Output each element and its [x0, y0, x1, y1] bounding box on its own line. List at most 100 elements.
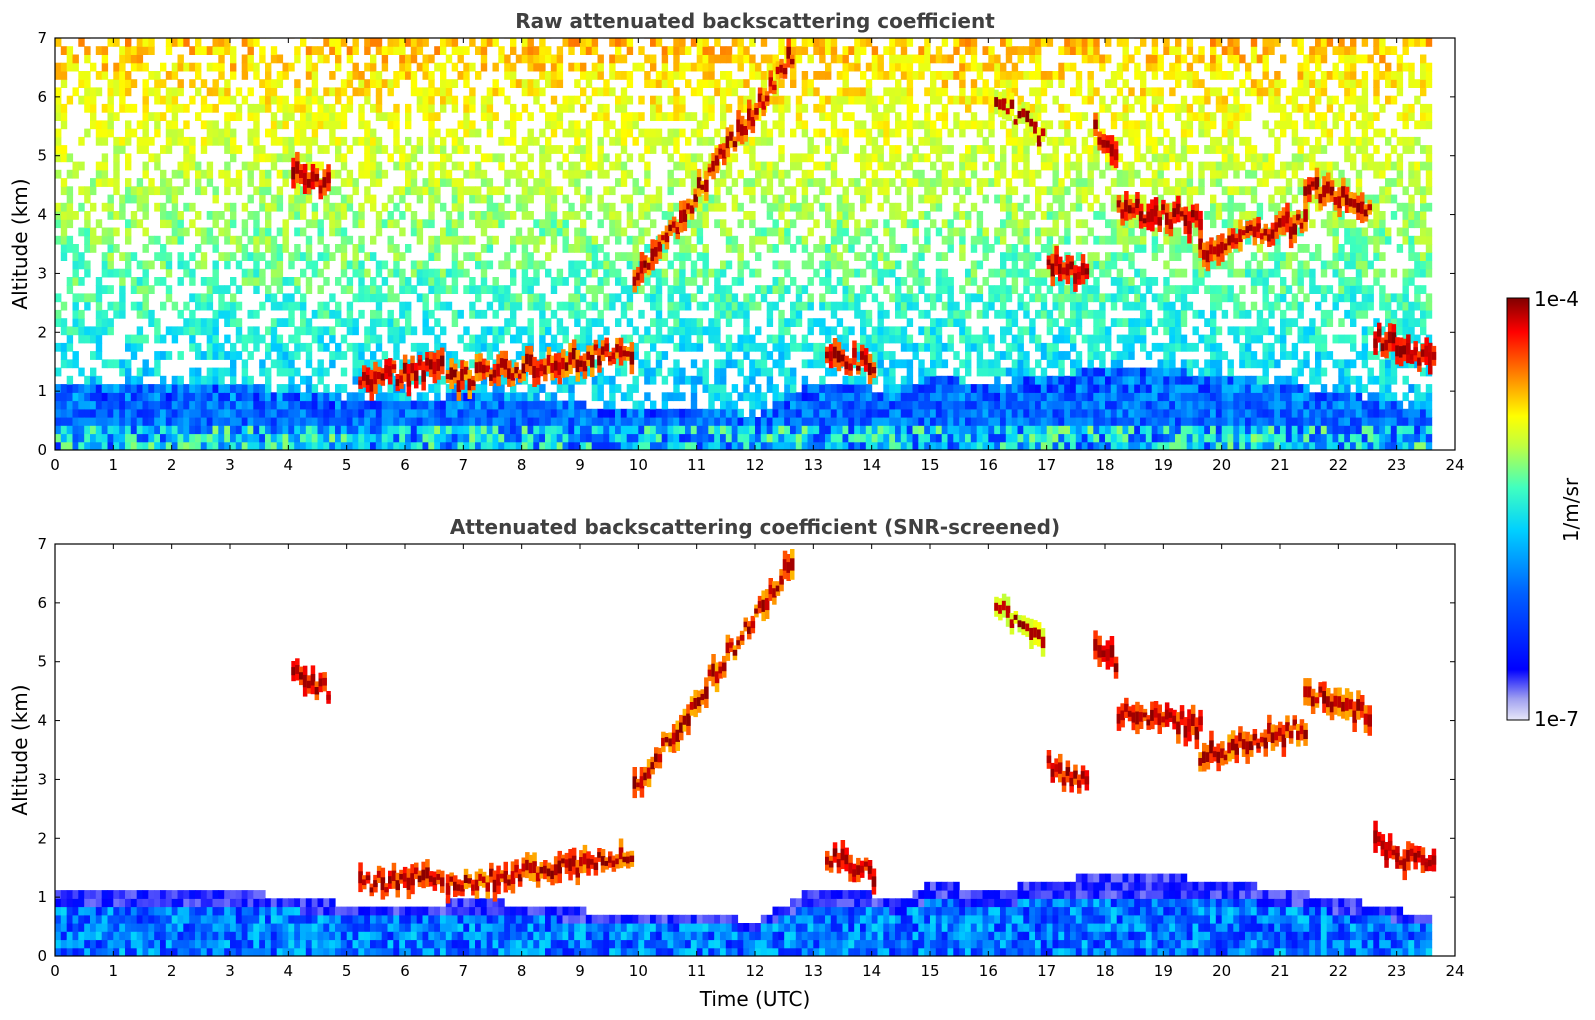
heatmap-cell [346, 301, 354, 311]
heatmap-cell [848, 244, 855, 253]
heatmap-cell [953, 227, 960, 237]
heatmap-cell [813, 392, 820, 402]
heatmap-cell [644, 211, 651, 220]
heatmap-cell [900, 425, 908, 435]
heatmap-cell [655, 334, 663, 344]
heatmap-cell [930, 351, 937, 360]
heatmap-cell [545, 71, 552, 80]
heatmap-cell [708, 433, 715, 443]
heatmap-cell [1000, 384, 1007, 393]
heatmap-cell [230, 136, 237, 146]
heatmap-cell [690, 219, 698, 229]
heatmap-cell [329, 219, 336, 229]
heatmap-cell [90, 384, 97, 393]
heatmap-cell [947, 417, 954, 426]
heatmap-cell [737, 219, 744, 229]
heatmap-cell [685, 425, 692, 435]
heatmap-cell [550, 334, 558, 344]
heatmap-cell [504, 441, 511, 450]
heatmap-cell [720, 417, 727, 426]
heatmap-cell [731, 293, 739, 303]
heatmap-cell [562, 227, 569, 237]
heatmap-cell [142, 367, 149, 377]
heatmap-cell [183, 326, 190, 336]
heatmap-cell [84, 38, 91, 39]
heatmap-cell [346, 79, 354, 88]
heatmap-cell [801, 433, 809, 443]
heatmap-cell [311, 417, 319, 426]
heatmap-cell [224, 441, 231, 450]
heatmap-cell [941, 145, 949, 154]
heatmap-cell [66, 186, 74, 196]
heatmap-cell [772, 277, 779, 286]
heatmap-cell [60, 342, 68, 352]
heatmap-cell [597, 318, 604, 327]
heatmap-cell [235, 145, 243, 154]
heatmap-cell [871, 433, 879, 443]
heatmap-cell [364, 161, 371, 171]
heatmap-cell [580, 433, 587, 443]
heatmap-cell [340, 433, 348, 443]
heatmap-cell [883, 219, 890, 229]
heatmap-cell [480, 268, 488, 278]
heatmap-cell [463, 400, 470, 410]
heatmap-cell [200, 79, 208, 88]
heatmap-cell [725, 309, 733, 319]
heatmap-cell [527, 252, 534, 261]
heatmap-cell [953, 417, 960, 426]
heatmap-cell [620, 334, 628, 344]
heatmap-cell [440, 235, 447, 245]
heatmap-cell [329, 46, 336, 55]
heatmap-cell [160, 79, 167, 88]
heatmap-cell [387, 334, 394, 344]
heatmap-cell [195, 46, 202, 55]
heatmap-cell [976, 384, 984, 393]
heatmap-cell [632, 408, 639, 418]
heatmap-cell [550, 112, 558, 121]
heatmap-cell [702, 425, 709, 435]
heatmap-cell [235, 334, 243, 344]
heatmap-cell [445, 408, 453, 418]
heatmap-cell [510, 384, 517, 393]
heatmap-cell [148, 309, 155, 319]
heatmap-cell [136, 186, 144, 196]
heatmap-cell [305, 425, 313, 435]
heatmap-cell [183, 120, 190, 130]
heatmap-cell [673, 301, 680, 311]
heatmap-cell [825, 161, 832, 171]
heatmap-cell [679, 293, 686, 303]
heatmap-cell [60, 359, 68, 369]
heatmap-cell [638, 46, 645, 55]
heatmap-cell [189, 375, 196, 385]
heatmap-cell [235, 417, 243, 426]
heatmap-cell [276, 367, 284, 377]
heatmap-cell [801, 301, 809, 311]
heatmap-cell [580, 417, 587, 426]
heatmap-cell [667, 301, 674, 311]
heatmap-cell [527, 277, 534, 286]
heatmap-cell [294, 417, 301, 426]
heatmap-cell [772, 359, 779, 369]
heatmap-cell [387, 425, 394, 435]
heatmap-cell [410, 400, 418, 410]
heatmap-cell [428, 136, 435, 146]
heatmap-cell [393, 433, 400, 443]
heatmap-cell [119, 408, 126, 418]
heatmap-cell [253, 62, 260, 72]
heatmap-cell [498, 441, 505, 450]
heatmap-cell [352, 326, 359, 336]
heatmap-cell [241, 62, 249, 72]
heatmap-cell [416, 186, 424, 196]
heatmap-cell [690, 425, 698, 435]
heatmap-cell [638, 186, 645, 196]
heatmap-cell [562, 277, 569, 286]
heatmap-cell [562, 408, 569, 418]
heatmap-cell [416, 342, 424, 352]
heatmap-cell [585, 153, 593, 163]
heatmap-cell [160, 178, 167, 187]
heatmap-cell [965, 384, 972, 393]
heatmap-cell [212, 186, 219, 196]
heatmap-cell [434, 161, 441, 171]
heatmap-cell [72, 277, 79, 286]
heatmap-cell [766, 408, 774, 418]
